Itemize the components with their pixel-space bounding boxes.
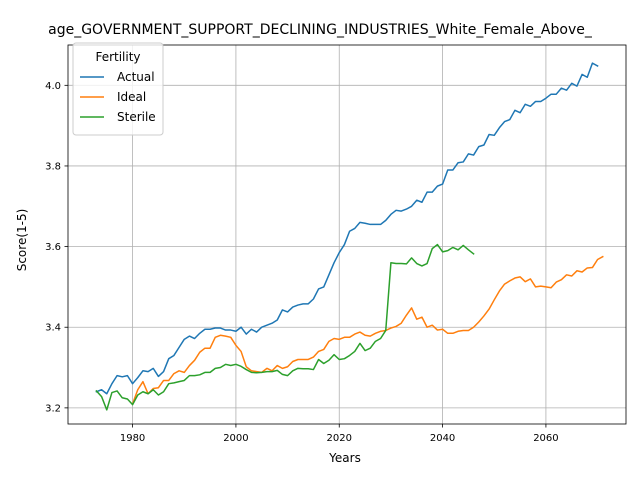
x-tick-label: 2000 [223, 433, 248, 444]
series-line-sterile [95, 243, 475, 411]
y-tick-label: 3.8 [45, 161, 61, 172]
series-line-ideal [131, 255, 604, 405]
x-axis-label: Years [328, 451, 361, 465]
legend-title: Fertility [95, 50, 140, 64]
legend-label-actual: Actual [117, 70, 155, 84]
series-line-actual [95, 62, 599, 395]
x-tick-label: 2020 [327, 433, 352, 444]
legend-label-ideal: Ideal [117, 90, 146, 104]
axis-ticks: 1980 2000 2020 2040 2060 3.2 3.4 3.6 3.8 4.0 [45, 81, 559, 444]
y-axis-label: Score(1-5) [15, 209, 29, 272]
legend-entries: Actual Ideal Sterile [80, 70, 156, 124]
x-tick-label: 2040 [430, 433, 455, 444]
legend-label-sterile: Sterile [117, 110, 156, 124]
grid [68, 45, 626, 424]
x-tick-label: 1980 [120, 433, 145, 444]
y-tick-label: 3.6 [45, 242, 61, 253]
y-tick-label: 3.4 [45, 323, 61, 334]
legend-box [72, 42, 164, 136]
y-tick-label: 3.2 [45, 403, 61, 414]
plot-area-frame [67, 44, 627, 425]
chart-title: age_GOVERNMENT_SUPPORT_DECLINING_INDUSTR… [48, 22, 593, 38]
x-tick-label: 2060 [533, 433, 558, 444]
y-tick-label: 4.0 [45, 81, 61, 92]
series-lines [95, 62, 604, 411]
legend: Fertility Actual Ideal Sterile [72, 42, 164, 136]
